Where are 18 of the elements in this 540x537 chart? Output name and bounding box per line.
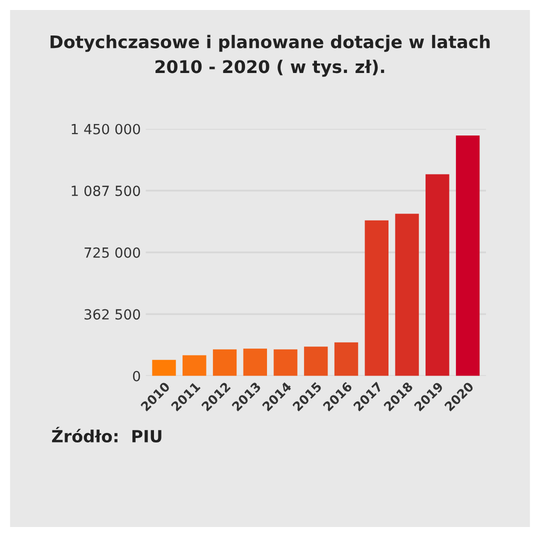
bar bbox=[426, 174, 450, 376]
chart-title: Dotychczasowe i planowane dotacje w latach 2010 - 2020 ( w tys. zł). bbox=[50, 34, 490, 77]
bar bbox=[243, 348, 267, 376]
bar bbox=[274, 349, 298, 376]
y-tick-label: 1 450 000 bbox=[72, 124, 140, 134]
y-tick-label: 0 bbox=[133, 370, 140, 382]
bar bbox=[152, 360, 176, 376]
bar bbox=[364, 220, 388, 376]
bar bbox=[304, 346, 328, 376]
bar bbox=[212, 349, 237, 376]
bar bbox=[334, 342, 358, 376]
y-tick-label: 362 500 bbox=[84, 309, 140, 320]
y-tick-label: 725 000 bbox=[84, 247, 140, 258]
bar bbox=[456, 136, 480, 376]
bar bbox=[395, 214, 419, 376]
text: Źródło: PIU bbox=[52, 426, 162, 442]
y-tick-label: 1 087 500 bbox=[72, 186, 140, 196]
bar bbox=[182, 355, 206, 376]
